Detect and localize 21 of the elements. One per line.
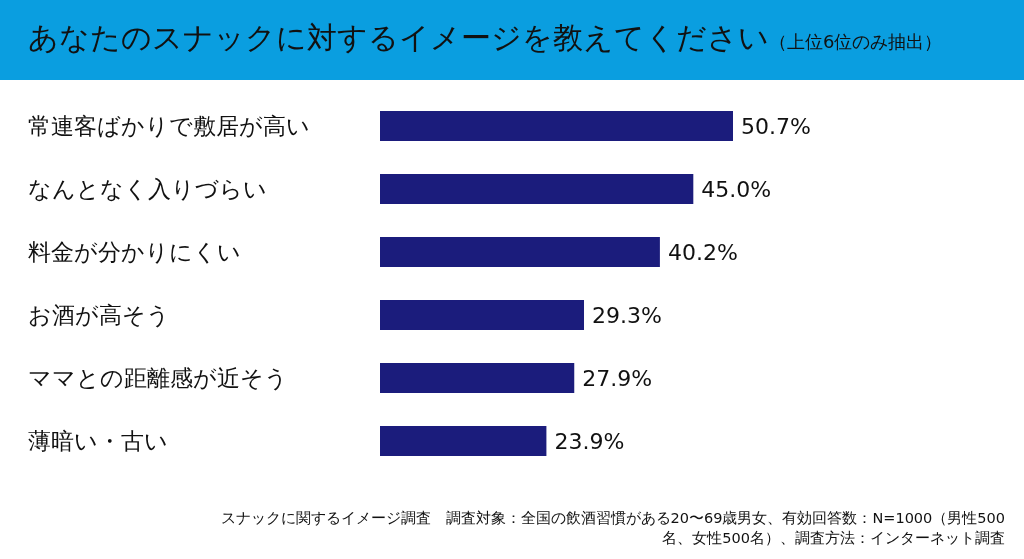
data-label: 45.0% (701, 177, 772, 202)
bar (380, 111, 733, 141)
text: スナックに関するイメージ調査 調査対象：全国の飲酒習慣がある20〜69歳男女、有効回答数：N=1000（男性500名、女性500名）、調査方法：インターネット調査 (219, 509, 1005, 548)
y-tick-label: 料金が分かりにくい (28, 239, 241, 265)
bar (380, 300, 584, 330)
bar (380, 237, 660, 267)
chart-title: あなたのスナックに対するイメージを教えてください (28, 20, 769, 55)
data-label: 29.3% (592, 303, 662, 328)
bar (380, 174, 694, 204)
y-tick-label: 薄暗い・古い (28, 428, 168, 454)
bar (380, 426, 547, 456)
y-tick-label: ママとの距離感が近そう (28, 365, 288, 391)
y-tick-label: お酒が高そう (28, 302, 170, 328)
bar (380, 363, 575, 393)
data-label: 27.9% (582, 366, 653, 391)
data-label: 40.2% (667, 240, 738, 265)
text: （上位6位のみ抽出） (769, 31, 943, 52)
data-label: 50.7% (741, 114, 811, 139)
data-label: 23.9% (554, 429, 625, 454)
y-tick-label: なんとなく入りづらい (28, 176, 267, 202)
y-tick-label: 常連客ばかりで敷居が高い (28, 113, 310, 139)
